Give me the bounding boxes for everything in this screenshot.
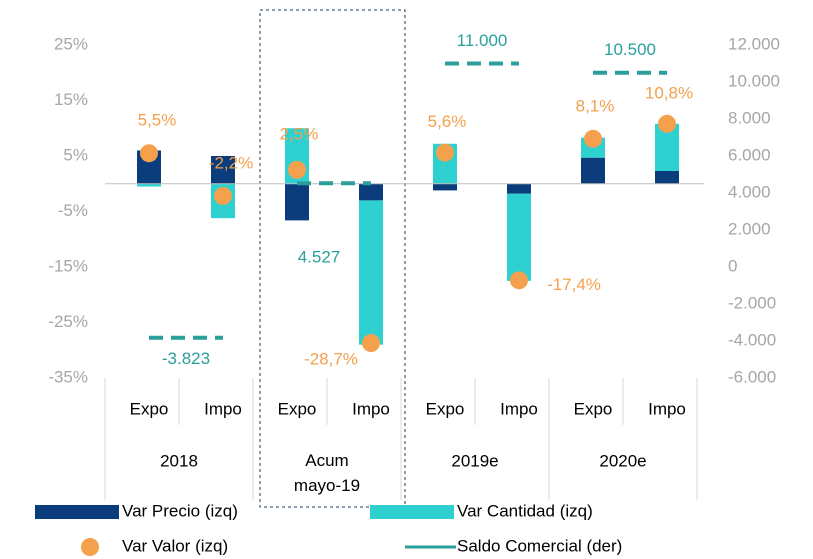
legend-label: Var Precio (izq) [122,501,238,520]
legend-label: Var Cantidad (izq) [457,501,593,520]
legend-label: Var Valor (izq) [122,536,228,555]
legend-swatch [35,505,119,519]
data-label: -2,2% [209,153,253,172]
data-label: -17,4% [547,275,601,294]
y2-tick-label: 6.000 [728,145,771,164]
bar [211,156,235,184]
group-label-line: mayo-19 [294,476,360,495]
dot [436,143,454,162]
dot [140,144,158,163]
data-label: 8,1% [576,96,615,115]
highlight-box [259,9,406,508]
bar [581,157,605,184]
group-label-line: Acum [305,451,348,470]
y-tick-label: -25% [48,312,88,331]
y-tick-label: -15% [48,256,88,275]
x-tick-label: Impo [352,399,390,418]
y-tick-label: 15% [54,90,88,109]
legend-swatch [370,505,454,519]
data-label: 10,8% [645,83,693,102]
x-tick-label: Expo [426,399,465,418]
data-label: 2,5% [280,124,319,143]
y-tick-label: -5% [58,201,88,220]
data-label: 5,5% [138,111,177,130]
legend-label: Saldo Comercial (der) [457,536,622,555]
y-tick-label: 25% [54,34,88,53]
bar [507,193,531,281]
data-label: -28,7% [304,350,358,369]
y2-tick-label: -6.000 [728,367,776,386]
data-label: 5,6% [428,112,467,131]
x-tick-label: Expo [278,399,317,418]
bar [507,183,531,194]
bar [359,183,383,201]
y2-tick-label: 2.000 [728,219,771,238]
x-tick-label: Impo [500,399,538,418]
y2-tick-label: 0 [728,256,737,275]
y2-tick-label: 12.000 [728,34,780,53]
data-label: 11.000 [457,31,508,50]
group-label: 2018 [160,451,198,470]
bar [285,183,309,221]
bar [137,183,161,187]
x-tick-label: Expo [574,399,613,418]
dot [510,271,528,290]
dot [214,186,232,205]
y2-tick-label: 8.000 [728,108,771,127]
x-tick-label: Impo [204,399,242,418]
legend-swatch [81,538,99,556]
dot [288,160,306,179]
x-tick-label: Expo [130,399,169,418]
y2-tick-label: 4.000 [728,182,771,201]
data-label: -3.823 [162,349,210,368]
bar [433,183,457,191]
dot [658,114,676,133]
group-label: 2020e [599,451,646,470]
data-label: 10.500 [604,40,656,59]
x-tick-label: Impo [648,399,686,418]
bar [655,170,679,184]
group-label: Acum mayo-19 [294,451,360,495]
dot [584,129,602,148]
y2-tick-label: 10.000 [728,71,780,90]
dot [362,334,380,353]
data-label: 4.527 [298,248,341,267]
y-tick-label: -35% [48,367,88,386]
bar [359,200,383,345]
y2-tick-label: -2.000 [728,293,776,312]
group-label: 2019e [451,451,498,470]
y2-tick-label: -4.000 [728,330,776,349]
y-tick-label: 5% [63,145,88,164]
